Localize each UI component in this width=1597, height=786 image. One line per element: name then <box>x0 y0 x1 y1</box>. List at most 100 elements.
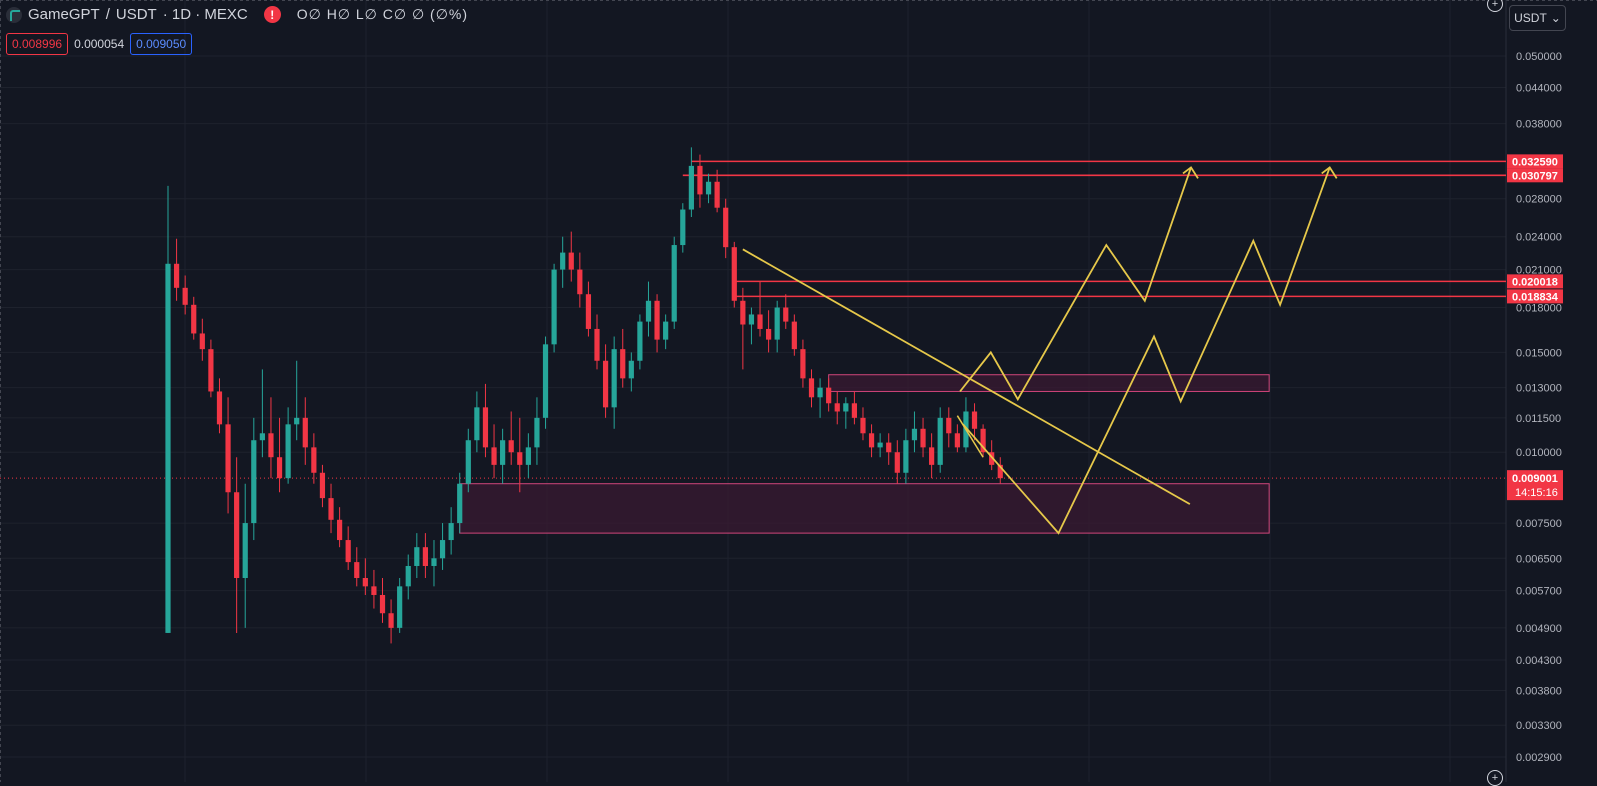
candle-body <box>774 307 780 340</box>
candle-body <box>251 440 257 524</box>
axis-tick-label: 0.003800 <box>1516 685 1562 697</box>
candle-body <box>808 378 815 398</box>
axis-tick-label: 0.011500 <box>1516 413 1561 425</box>
candle-body <box>663 321 669 340</box>
candles-layer <box>165 147 1003 644</box>
price-label: 0.030797 <box>1512 170 1558 182</box>
price-label-bg <box>1507 289 1563 304</box>
candle-body <box>362 578 368 587</box>
candle-body <box>628 360 634 379</box>
add-icon[interactable]: + <box>1487 0 1503 12</box>
demand-zone <box>459 483 1270 534</box>
candle-body <box>886 442 892 453</box>
axis-tick-label: 0.024000 <box>1516 232 1562 244</box>
price-axis[interactable]: 0.050000 0.044000 0.038000 0.028000 0.024000… <box>1507 51 1563 764</box>
sell-price-button[interactable]: 0.008996 <box>6 33 69 55</box>
candle-body <box>766 328 772 340</box>
axis-tick-label: 0.007500 <box>1516 518 1562 530</box>
zones-layer <box>459 374 1270 534</box>
candle-body <box>234 492 240 579</box>
candle-body <box>542 344 549 418</box>
candle-body <box>328 498 334 520</box>
candle-body <box>294 417 300 425</box>
candle-body <box>602 360 609 408</box>
current-price-label: 0.009001 <box>1512 473 1558 485</box>
candle-body <box>216 391 223 425</box>
chevron-down-icon: ⌄ <box>1550 11 1561 25</box>
candle-body <box>688 165 694 210</box>
candle-body <box>748 314 755 325</box>
projection-path-2 <box>962 167 1331 535</box>
axis-tick-label: 0.050000 <box>1516 51 1562 63</box>
drawings-layer <box>742 166 1338 535</box>
quote-currency: USDT <box>115 6 157 23</box>
candle-body <box>826 387 832 404</box>
axis-tick-label: 0.004300 <box>1516 655 1562 667</box>
spread-value: 0.000054 <box>74 37 125 51</box>
candle-body <box>740 300 746 325</box>
price-label-bg <box>1507 168 1563 183</box>
currency-label: USDT <box>1514 11 1547 25</box>
warning-icon[interactable]: ! <box>263 6 281 23</box>
candle-body <box>311 447 317 473</box>
candle-body <box>714 181 720 208</box>
price-label: 0.018834 <box>1512 291 1559 303</box>
countdown-label: 14:15:16 <box>1515 487 1558 499</box>
candle-body <box>354 562 360 579</box>
price-label-bg <box>1507 274 1563 289</box>
candle-body <box>645 300 652 322</box>
candle-body <box>868 433 875 448</box>
candle-body <box>371 586 377 595</box>
candle-body <box>817 387 823 398</box>
buy-price-button[interactable]: 0.009050 <box>130 33 193 55</box>
gamegpt-logo-icon <box>6 6 22 23</box>
candle-body <box>491 447 497 465</box>
candle-body <box>465 440 471 484</box>
candle-body <box>405 565 411 587</box>
axis-tick-label: 0.028000 <box>1516 194 1562 206</box>
projection-path-1 <box>959 167 1192 402</box>
candle-body <box>457 483 463 524</box>
price-label: 0.020018 <box>1512 276 1558 288</box>
projection-arrow-icon <box>1321 166 1338 179</box>
short-trendline <box>956 415 984 458</box>
candle-body <box>551 269 557 345</box>
candle-body <box>980 428 986 453</box>
axis-tick-label: 0.013000 <box>1516 383 1562 395</box>
axis-tick-label: 0.021000 <box>1516 265 1562 277</box>
add-alert-icon[interactable]: + <box>1487 770 1503 786</box>
symbol-separator: / <box>105 6 110 23</box>
axis-tick-label: 0.015000 <box>1516 347 1562 359</box>
price-label: 0.032590 <box>1512 156 1558 168</box>
candle-body <box>302 417 308 448</box>
candle-body <box>525 447 531 465</box>
candle-body <box>680 209 686 246</box>
candle-body <box>791 321 797 350</box>
candle-body <box>508 440 514 453</box>
candle-body <box>989 452 995 465</box>
candle-body <box>191 304 197 334</box>
candle-body <box>165 263 171 633</box>
symbol-name[interactable]: GameGPT <box>28 6 100 23</box>
candle-body <box>920 428 926 448</box>
candle-body <box>422 547 428 566</box>
candle-body <box>594 328 600 361</box>
candle-body <box>731 247 737 301</box>
candle-body <box>199 333 205 350</box>
candle-body <box>843 403 849 412</box>
ohlc-values: O∅ H∅ L∅ C∅ ∅ (∅%) <box>296 6 469 22</box>
candle-body <box>800 349 806 379</box>
candle-body <box>971 411 978 429</box>
candle-body <box>911 428 918 441</box>
candle-body <box>474 407 480 441</box>
candle-body <box>997 464 1003 479</box>
currency-selector[interactable]: USDT ⌄ <box>1509 5 1566 31</box>
candle-body <box>568 252 574 270</box>
candle-body <box>319 472 326 499</box>
candle-body <box>225 424 231 493</box>
level-lines-layer <box>0 160 1506 479</box>
candle-body <box>620 349 626 379</box>
candle-body <box>337 519 343 541</box>
